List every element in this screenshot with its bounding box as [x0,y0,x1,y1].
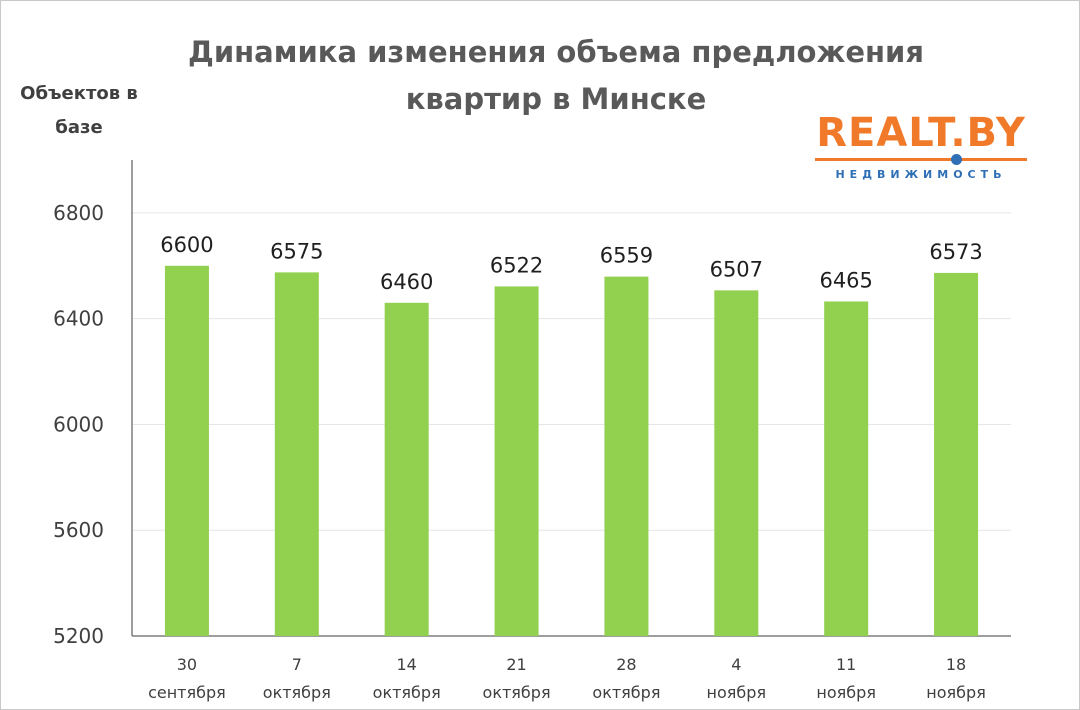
y-tick-label: 5600 [53,518,104,542]
y-tick-label: 6800 [53,201,104,225]
x-tick-label: октября [592,683,660,702]
bar [274,272,319,636]
x-tick-label: ноября [816,683,876,702]
x-tick-label: 14 [397,655,417,674]
bar [604,276,649,636]
x-tick-label: ноября [707,683,767,702]
x-tick-label: 11 [836,655,856,674]
y-axis-label-line-1: Объектов в [20,83,138,104]
y-tick-label: 5200 [53,624,104,648]
x-tick-label: ноября [926,683,986,702]
x-tick-label: 4 [731,655,741,674]
realt-logo: REALT.BY НЕДВИЖИМОСТЬ [813,111,1029,187]
bar [714,290,759,636]
x-tick-label: 7 [292,655,302,674]
chart-title: Динамика изменения объема предложения кв… [151,29,961,123]
bar [494,286,539,636]
y-axis-label: Объектов в базе [1,77,157,145]
x-tick-label: 18 [946,655,966,674]
data-label: 6460 [380,270,433,294]
data-label: 6507 [710,257,763,281]
bar [934,272,979,636]
bar [824,301,869,636]
bar [384,302,429,636]
data-label: 6559 [600,244,653,268]
data-label: 6465 [819,268,872,292]
data-label: 6600 [160,233,213,257]
chart-title-line-2: квартир в Минске [405,82,707,116]
chart-title-line-1: Динамика изменения объема предложения [187,35,924,69]
data-label: 6573 [929,240,982,264]
data-label: 6575 [270,239,323,263]
y-tick-label: 6400 [53,307,104,331]
y-tick-label: 6000 [53,412,104,436]
x-tick-label: 21 [506,655,526,674]
x-tick-label: сентября [148,683,226,702]
logo-tagline: НЕДВИЖИМОСТЬ [835,168,1007,181]
x-tick-label: октября [483,683,551,702]
x-tick-label: 28 [616,655,636,674]
x-tick-label: 30 [177,655,197,674]
x-tick-label: октября [263,683,331,702]
x-tick-label: октября [373,683,441,702]
logo-dot [951,154,962,165]
bar [164,265,209,636]
y-axis-label-line-2: базе [55,117,103,138]
logo-underline [815,158,1027,161]
data-label: 6522 [490,253,543,277]
logo-wordmark: REALT.BY [816,110,1026,156]
